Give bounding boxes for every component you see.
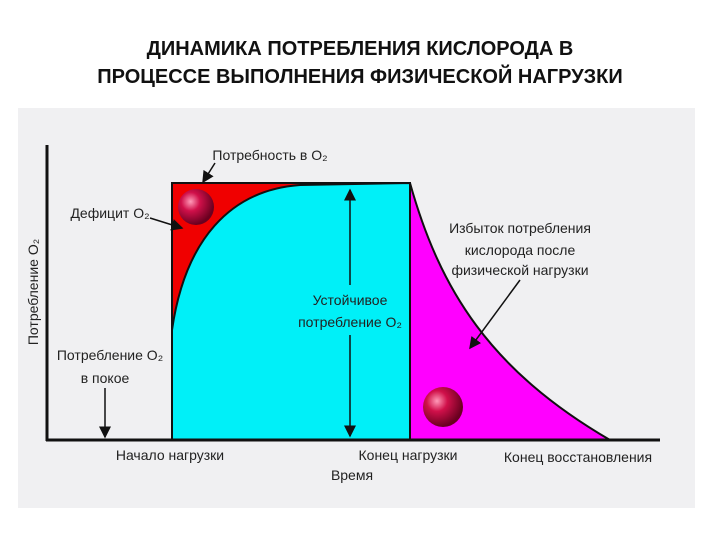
label: Избыток потребления bbox=[449, 220, 591, 236]
x-label: Конец нагрузки bbox=[359, 447, 458, 463]
label: Устойчивое bbox=[313, 292, 388, 308]
arrow bbox=[469, 279, 521, 350]
label: физической нагрузки bbox=[451, 262, 588, 278]
panel bbox=[18, 108, 695, 508]
label: кислорода после bbox=[465, 242, 576, 258]
label: Дефицит O₂ bbox=[70, 205, 149, 221]
label: Потребление O₂ bbox=[57, 347, 163, 363]
steady-area bbox=[171, 181, 411, 441]
x-label: Конец восстановления bbox=[504, 449, 652, 465]
oxygen-ball bbox=[178, 189, 214, 225]
label: в покое bbox=[81, 370, 130, 386]
y-axis-label: Потребление O₂ bbox=[25, 239, 41, 345]
x-label: Начало нагрузки bbox=[116, 447, 224, 463]
x-axis-label: Время bbox=[331, 467, 373, 483]
title-line: ДИНАМИКА ПОТРЕБЛЕНИЯ КИСЛОРОДА В bbox=[146, 38, 574, 60]
arrow bbox=[149, 217, 184, 231]
title-line: ПРОЦЕССЕ ВЫПОЛНЕНИЯ ФИЗИЧЕСКОЙ НАГРУЗКИ bbox=[97, 66, 623, 88]
label: Потребность в O₂ bbox=[212, 147, 327, 163]
arrow bbox=[202, 162, 216, 184]
excess-area bbox=[409, 182, 614, 441]
oxygen-ball bbox=[423, 387, 463, 427]
deficit-area bbox=[171, 182, 411, 441]
label: потребление O₂ bbox=[298, 314, 402, 330]
